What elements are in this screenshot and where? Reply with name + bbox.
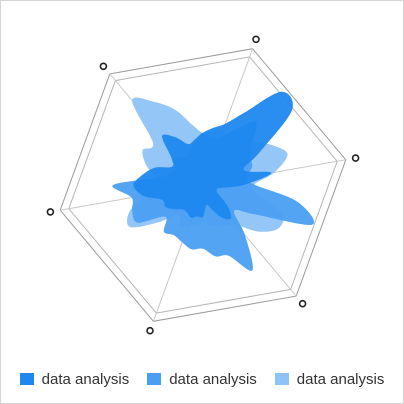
series-area-1	[133, 91, 293, 220]
axis-end-marker	[99, 62, 108, 71]
axis-end-marker	[146, 326, 154, 335]
legend-swatch-3	[274, 373, 289, 385]
legend-swatch-1	[19, 373, 34, 385]
legend-item-2[interactable]: data analysis	[147, 368, 257, 390]
legend-label-3: data analysis	[296, 370, 385, 388]
axis-end-markers	[46, 35, 360, 335]
radar-series	[112, 91, 315, 271]
legend-item-3[interactable]: data analysis	[274, 368, 385, 390]
legend-item-1[interactable]: data analysis	[19, 368, 130, 390]
legend-label-1: data analysis	[41, 370, 130, 388]
axis-end-marker	[351, 154, 360, 162]
axis-end-marker	[252, 35, 260, 44]
axis-end-marker	[46, 208, 55, 216]
legend-swatch-2	[147, 373, 162, 385]
legend-label-2: data analysis	[169, 370, 257, 388]
axis-end-marker	[298, 299, 307, 308]
legend: data analysis data analysis data analysi…	[0, 368, 404, 390]
